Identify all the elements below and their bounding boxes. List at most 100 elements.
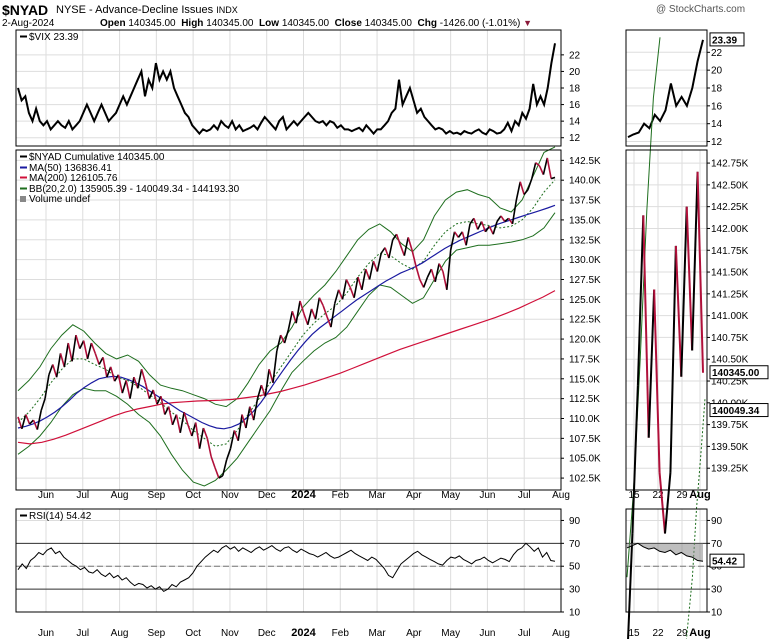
nyad-price-segment — [480, 221, 487, 233]
nyad-price-segment — [36, 410, 42, 430]
nyad-price-segment — [221, 459, 228, 476]
nyad-price-segment — [156, 395, 162, 405]
nyad-price-segment — [477, 221, 483, 230]
nyad-price-segment — [376, 253, 382, 272]
nyad-price-segment — [334, 289, 340, 304]
nyad-price-segment — [17, 416, 23, 430]
vix-y-label: 18 — [569, 84, 581, 95]
nyad-price-segment — [260, 384, 267, 397]
nyad-price-segment — [337, 289, 344, 300]
x-tick-label-bottom: Jun — [38, 628, 54, 639]
nyad-price-segment — [384, 247, 390, 259]
nyad-price-segment — [179, 412, 185, 433]
nyad-price-segment — [442, 271, 448, 290]
nyad-price-segment — [55, 353, 62, 378]
nyad-price-segment — [133, 376, 139, 389]
rsi-y-label: 10 — [569, 608, 581, 619]
nyad-price-segment — [256, 384, 263, 399]
zoom-x-label-bottom: Aug — [689, 627, 710, 639]
nyad-price-segment — [473, 218, 479, 230]
nyad-price-segment — [214, 467, 220, 479]
nyad-y-label: 105.0K — [569, 454, 601, 465]
nyad-y-label: 137.5K — [569, 196, 601, 207]
nyad-price-segment — [52, 364, 58, 378]
x-tick-label-bottom: Aug — [552, 628, 570, 639]
nyad-y-label: 125.0K — [569, 295, 601, 306]
nyad-price-segment — [191, 422, 197, 437]
x-tick-label-bottom: 2024 — [291, 627, 316, 639]
open-value: 140345.00 — [128, 18, 176, 29]
nyad-price-segment — [245, 406, 251, 429]
nyad-y-label: 140.0K — [569, 176, 601, 187]
nyad-price-segment — [326, 316, 332, 328]
nyad-price-segment — [233, 430, 239, 442]
nyad-price-segment — [527, 178, 533, 190]
nyad-price-segment — [353, 276, 359, 298]
vix-y-label: 20 — [569, 67, 581, 78]
x-tick-label-top: Oct — [185, 490, 201, 501]
x-tick-label-top: Jun — [38, 490, 54, 501]
nyad-last-value-box — [709, 365, 769, 380]
legend-ma200: MA(200) 126105.76 — [29, 173, 118, 184]
nyad-zoom-y-label: 142.75K — [711, 159, 749, 170]
nyad-price-segment — [40, 398, 46, 411]
rsi-y-label: 30 — [569, 585, 581, 596]
index-tag: INDX — [216, 5, 238, 15]
nyad-price-segment — [411, 249, 417, 267]
nyad-price-segment — [24, 414, 31, 425]
vix-zoom-y-label: 14 — [711, 119, 723, 130]
nyad-price-segment — [546, 157, 552, 179]
nyad-price-segment — [531, 162, 537, 179]
x-tick-label-top: 2024 — [291, 489, 316, 501]
rsi-zoom-line — [626, 542, 704, 562]
nyad-price-segment — [129, 377, 135, 399]
x-tick-label-top: Aug — [111, 490, 129, 501]
nyad-price-segment — [287, 311, 294, 330]
nyad-price-segment — [71, 334, 77, 362]
nyad-zoom-y-label: 139.50K — [711, 442, 749, 453]
rsi-main-frame — [15, 508, 562, 613]
nyad-price-segment — [306, 308, 313, 325]
nyad-price-segment — [380, 247, 386, 254]
nyad-price-segment — [395, 233, 402, 246]
exchange-title: NYSE - Advance-Decline Issues INDX — [56, 4, 238, 16]
vix-y-label: 14 — [569, 117, 581, 128]
ma200-line — [17, 290, 556, 445]
x-tick-label-top: Apr — [406, 490, 422, 501]
nyad-price-segment — [167, 406, 174, 426]
rsi-last-value-box — [709, 553, 745, 568]
nyad-price-segment — [79, 340, 85, 349]
legend-volume-swatch — [20, 196, 26, 202]
legend-rsi: RSI(14) 54.42 — [29, 511, 92, 522]
nyad-price-segment — [140, 369, 147, 383]
nyad-price-segment — [535, 162, 541, 167]
chg-label: Chg — [417, 18, 437, 29]
x-tick-label-top: Dec — [258, 490, 276, 501]
nyad-price-segment — [310, 308, 317, 320]
x-tick-label-top: Sep — [147, 490, 165, 501]
nyad-price-segment — [438, 263, 444, 272]
nyad-price-segment — [345, 279, 351, 288]
nyad-price-segment — [461, 231, 467, 246]
nyad-zoom-price-segment — [685, 206, 694, 351]
nyad-price-segment — [504, 217, 510, 223]
nyad-price-segment — [484, 225, 490, 233]
nyad-y-label: 120.0K — [569, 335, 601, 346]
nyad-price-segment — [453, 231, 460, 238]
nyad-zoom-frame — [625, 149, 708, 491]
nyad-y-label: 115.0K — [569, 374, 600, 385]
nyad-price-segment — [469, 217, 475, 225]
vix-zoom-y-label: 16 — [711, 101, 723, 112]
rsi-zoom-y-label: 10 — [711, 608, 723, 619]
nyad-y-label: 132.5K — [569, 235, 601, 246]
x-tick-label-bottom: Jul — [76, 628, 89, 639]
nyad-zoom-y-label: 141.50K — [711, 268, 749, 279]
nyad-price-segment — [496, 215, 502, 222]
nyad-zoom-y-label: 142.00K — [711, 224, 749, 235]
nyad-price-segment — [241, 414, 247, 429]
zoom-x-label-top: Aug — [689, 489, 710, 501]
vix-last-value: 23.39 — [712, 35, 737, 46]
x-tick-label-top: Jun — [479, 490, 495, 501]
nyad-main-frame — [15, 149, 562, 491]
nyad-price-segment — [164, 406, 170, 415]
